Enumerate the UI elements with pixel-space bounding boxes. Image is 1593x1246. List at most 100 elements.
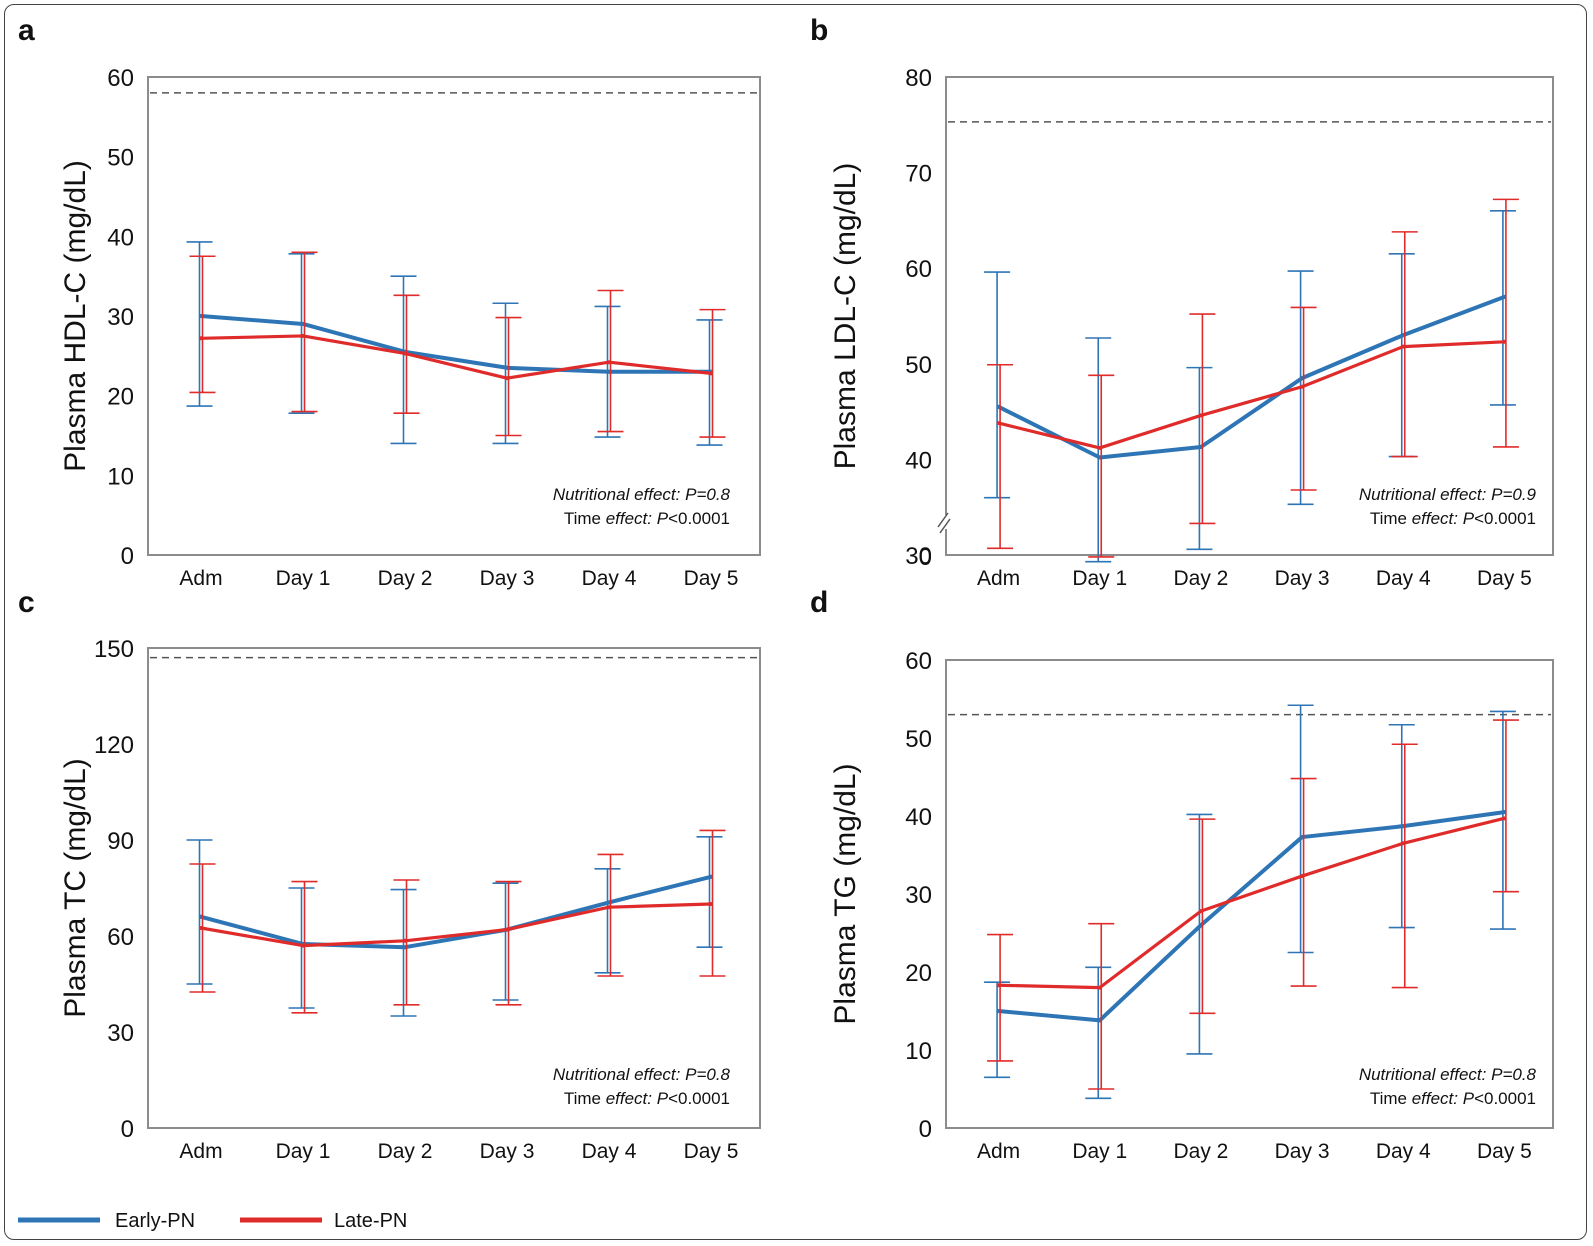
plot-area [147, 76, 761, 556]
data-point [1300, 874, 1305, 879]
y-tick-label: 120 [94, 732, 134, 759]
y-tick-label: 30 [107, 1020, 134, 1047]
x-tick-label: Day 5 [1477, 1140, 1532, 1163]
stat-note: Time effect: P<0.0001 [564, 1089, 730, 1108]
series-early-pn [186, 241, 723, 446]
x-tick-label: Day 2 [1173, 567, 1228, 590]
y-tick-label-break: 0 [919, 544, 932, 571]
stat-note: Nutritional effect: P=0.8 [553, 485, 731, 504]
y-tick-label: 70 [905, 161, 932, 188]
x-tick-label: Day 3 [1275, 1140, 1330, 1163]
stat-note: Nutritional effect: P=0.8 [553, 1065, 731, 1084]
data-point [403, 938, 407, 943]
x-tick-label: Day 2 [1173, 1140, 1228, 1163]
panel-letter: c [18, 586, 35, 619]
series-late-pn [189, 251, 726, 438]
data-point [199, 336, 203, 341]
y-tick-label: 10 [905, 1038, 932, 1065]
x-tick-label: Adm [179, 567, 222, 590]
data-point [607, 905, 611, 910]
series-line [199, 874, 713, 950]
x-tick-label: Day 1 [276, 567, 331, 590]
plot-area [945, 659, 1554, 1129]
data-point [403, 351, 407, 356]
y-tick-label: 40 [107, 224, 134, 251]
data-point [996, 421, 1001, 426]
data-point [301, 333, 305, 338]
data-point [1198, 909, 1203, 914]
x-tick-label: Day 3 [1275, 567, 1330, 590]
y-tick-label: 40 [905, 447, 932, 474]
y-tick-label: 60 [107, 924, 134, 951]
y-axis-label: Plasma TG (mg/dL) [829, 763, 862, 1024]
y-tick-label: 60 [107, 65, 134, 92]
data-point [199, 926, 203, 930]
series-line [199, 334, 713, 380]
y-axis-label: Plasma TC (mg/dL) [59, 758, 92, 1018]
y-tick-label: 50 [905, 726, 932, 753]
y-tick-label: 60 [905, 648, 932, 675]
panel-a: a 0 10 20 30 40 50 60 Plasma HDL-C (mg/dL) Adm Day… [18, 14, 761, 590]
series-line [996, 294, 1507, 460]
data-point [1097, 445, 1102, 450]
legend-label-early: Early-PN [115, 1210, 195, 1232]
data-point [709, 371, 713, 376]
axis-break-mark [937, 512, 949, 528]
y-axis-label: Plasma HDL-C (mg/dL) [59, 160, 92, 472]
series-line [996, 810, 1507, 1023]
data-point [1097, 985, 1102, 990]
panel-b: b 30 40 50 60 70 80 0 Plasma LDL-C (mg/dL) Adm Day… [810, 14, 1554, 590]
y-tick-label: 30 [905, 882, 932, 909]
panel-letter: b [810, 14, 828, 47]
figure-frame [4, 4, 1587, 1240]
y-tick-label: 20 [107, 384, 134, 411]
series-line [199, 902, 713, 948]
stat-note: Nutritional effect: P=0.9 [1359, 485, 1537, 504]
x-tick-label: Day 2 [378, 1140, 433, 1163]
data-point [1502, 816, 1507, 821]
stat-note: Time effect: P<0.0001 [1370, 509, 1536, 528]
data-point [607, 360, 611, 365]
data-point [1300, 384, 1305, 389]
y-tick-label: 20 [905, 960, 932, 987]
stat-note: Time effect: P<0.0001 [564, 509, 730, 528]
y-tick-label: 30 [905, 543, 932, 570]
x-tick-label: Adm [977, 567, 1020, 590]
x-tick-label: Day 4 [582, 567, 637, 590]
y-tick-label: 40 [905, 804, 932, 831]
x-tick-label: Day 3 [480, 567, 535, 590]
x-tick-label: Day 5 [684, 1140, 739, 1163]
plot-area [945, 76, 1554, 556]
x-tick-label: Day 4 [582, 1140, 637, 1163]
series-early-pn [984, 704, 1516, 1100]
x-tick-label: Day 5 [1477, 567, 1532, 590]
stat-note: Nutritional effect: P=0.8 [1359, 1065, 1537, 1084]
x-tick-label: Day 1 [276, 1140, 331, 1163]
y-tick-label: 90 [107, 828, 134, 855]
data-point [1401, 344, 1406, 349]
x-tick-label: Day 2 [378, 567, 433, 590]
data-point [1401, 841, 1406, 846]
y-tick-label: 50 [107, 145, 134, 172]
axis-break-gap [938, 515, 954, 529]
y-tick-label: 30 [107, 304, 134, 331]
y-tick-label: 60 [905, 256, 932, 283]
x-tick-label: Day 4 [1376, 567, 1431, 590]
y-tick-label: 50 [905, 352, 932, 379]
legend-label-late: Late-PN [334, 1210, 407, 1232]
y-tick-label: 80 [905, 65, 932, 92]
series-line [199, 314, 713, 374]
data-point [996, 983, 1001, 988]
data-point [1198, 413, 1203, 418]
x-tick-label: Day 1 [1072, 1140, 1127, 1163]
x-tick-label: Adm [977, 1140, 1020, 1163]
plot-area [147, 647, 761, 1129]
y-tick-label: 0 [121, 543, 134, 570]
series-late-pn [987, 198, 1519, 558]
y-tick-label: 0 [121, 1116, 134, 1143]
x-tick-label: Day 1 [1072, 567, 1127, 590]
data-point [505, 376, 509, 381]
y-tick-label: 10 [107, 463, 134, 490]
series-early-pn [186, 835, 723, 1017]
x-tick-label: Day 4 [1376, 1140, 1431, 1163]
